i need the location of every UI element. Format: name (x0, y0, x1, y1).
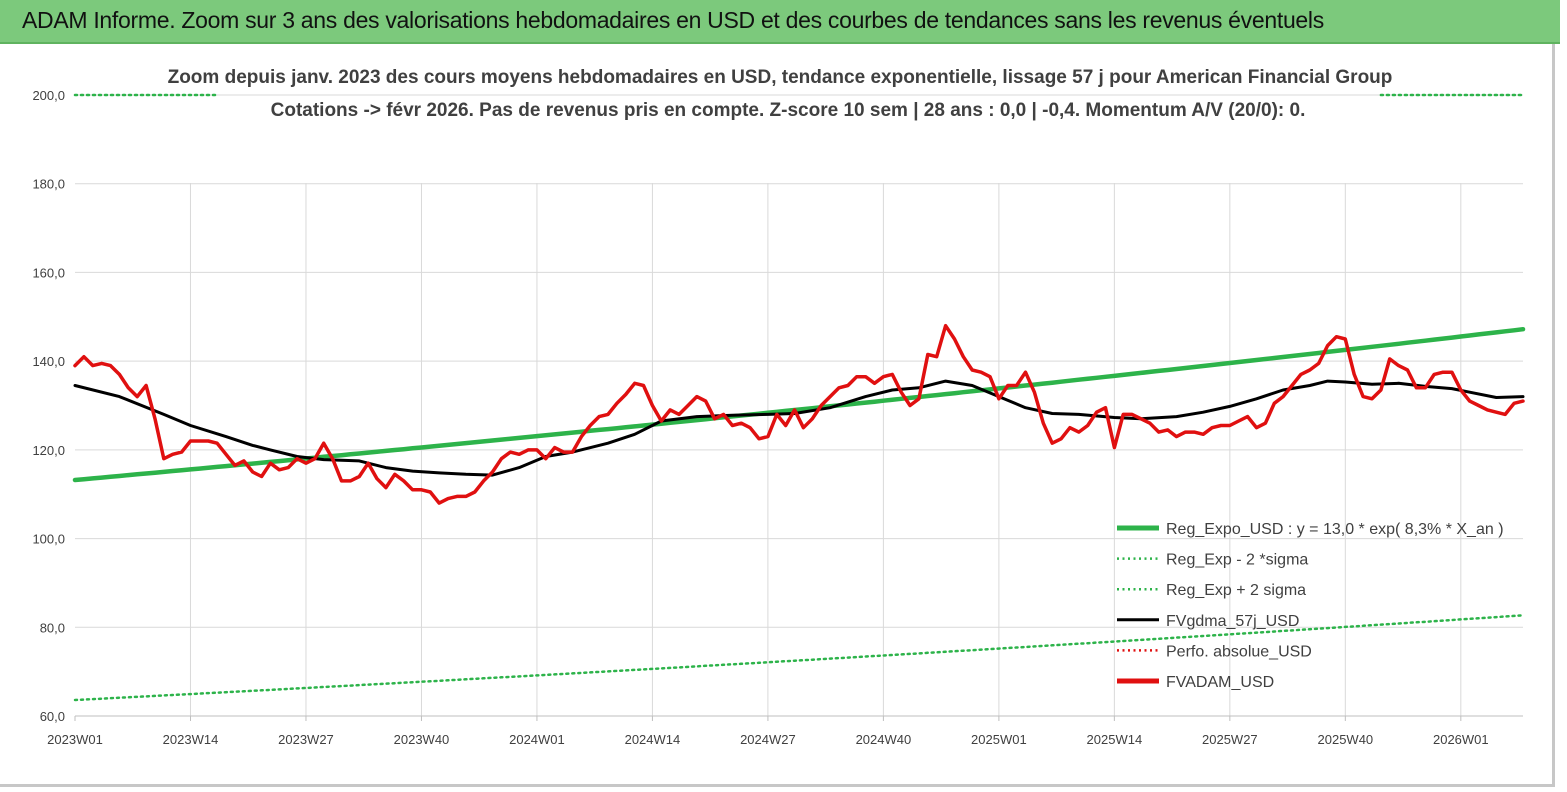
x-tick-label: 2025W40 (1318, 732, 1374, 747)
chart-subtitle: Cotations -> févr 2026. Pas de revenus p… (271, 100, 1306, 121)
series-fvgdma-57j (73, 379, 1525, 477)
x-tick-label: 2025W01 (971, 732, 1027, 747)
y-tick-label: 180,0 (32, 177, 65, 192)
x-tick-label: 2024W01 (509, 732, 565, 747)
report-title: ADAM Informe. Zoom sur 3 ans des valoris… (22, 7, 1324, 33)
x-tick-label: 2025W27 (1202, 732, 1258, 747)
legend-label: FVgdma_57j_USD (1166, 613, 1299, 630)
x-tick-label: 2024W14 (625, 732, 681, 747)
y-tick-label: 60,0 (40, 709, 65, 724)
x-tick-label: 2023W27 (278, 732, 334, 747)
x-tick-label: 2024W40 (856, 732, 912, 747)
x-tick-label: 2023W14 (163, 732, 219, 747)
legend-label: Perfo. absolue_USD (1166, 643, 1312, 660)
x-tick-label: 2024W27 (740, 732, 796, 747)
legend: Reg_Expo_USD : y = 13,0 * exp( 8,3% * X_… (1117, 521, 1504, 691)
series-reg-minus-2sigma (73, 614, 1525, 702)
x-tick-label: 2023W40 (394, 732, 450, 747)
legend-label: Reg_Exp + 2 sigma (1166, 582, 1306, 599)
report-banner: ADAM Informe. Zoom sur 3 ans des valoris… (0, 0, 1560, 44)
series (72, 93, 1526, 702)
y-tick-label: 160,0 (32, 265, 65, 280)
legend-label: Reg_Exp - 2 *sigma (1166, 552, 1308, 569)
y-tick-label: 120,0 (32, 443, 65, 458)
grid (75, 94, 1523, 716)
y-tick-label: 80,0 (40, 620, 65, 635)
legend-label: Reg_Expo_USD : y = 13,0 * exp( 8,3% * X_… (1166, 521, 1504, 538)
x-tick-label: 2025W14 (1087, 732, 1143, 747)
x-tick-label: 2023W01 (47, 732, 103, 747)
chart-title: Zoom depuis janv. 2023 des cours moyens … (168, 67, 1393, 88)
y-tick-label: 100,0 (32, 532, 65, 547)
axes: 60,0 80,0 100,0 120,0 140,0 160,0 180,0 200,0 20… (32, 88, 1523, 747)
series-reg-expo (72, 326, 1526, 483)
y-tick-label: 140,0 (32, 354, 65, 369)
y-tick-label: 200,0 (32, 88, 65, 103)
chart-frame (0, 44, 1555, 787)
series-fvadam (73, 323, 1525, 505)
x-tick-label: 2026W01 (1433, 732, 1489, 747)
legend-label: FVADAM_USD (1166, 674, 1274, 691)
